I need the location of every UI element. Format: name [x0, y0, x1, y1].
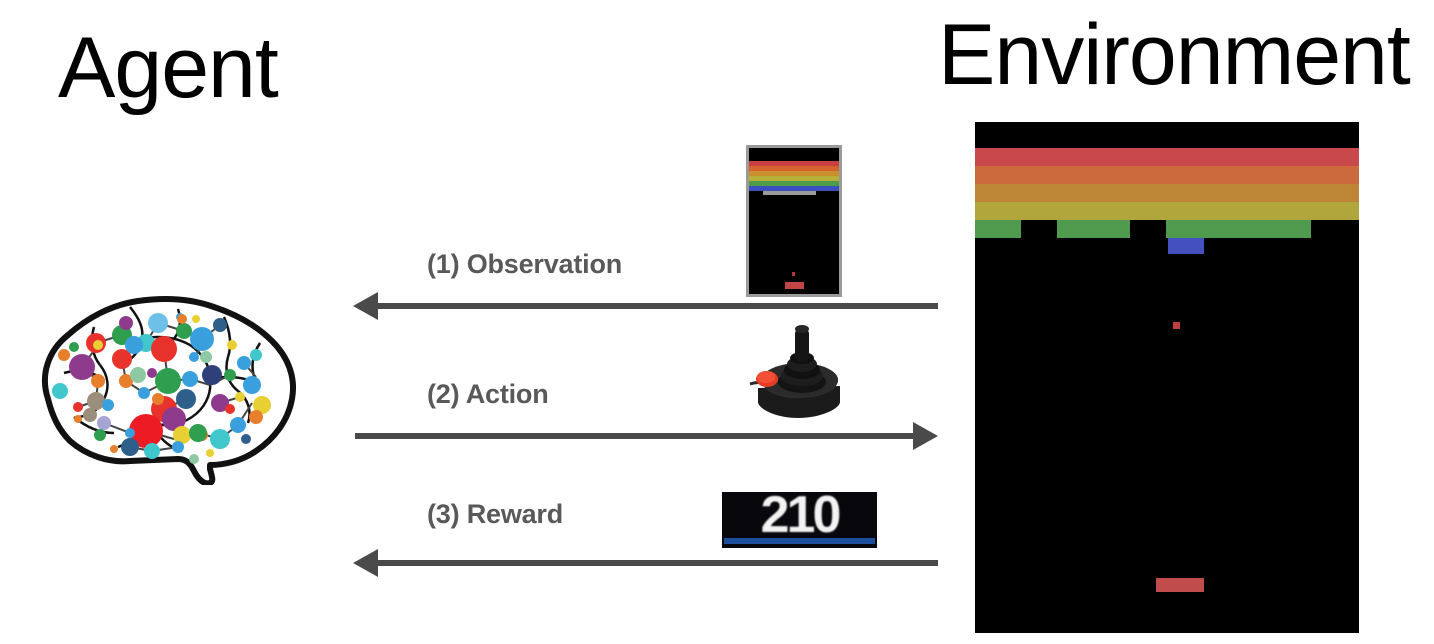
agent-brain-illustration — [34, 283, 316, 487]
brain-icon — [41, 296, 296, 487]
brick-row-yellow — [975, 202, 1359, 220]
joystick-icon — [749, 325, 840, 418]
thumb-brick-row-yellow — [749, 176, 839, 181]
flow-label-observation: (1) Observation — [427, 249, 623, 279]
brick-row-green — [975, 220, 1359, 238]
arrow-head-reward-left — [353, 549, 378, 577]
brick-gap-1 — [1021, 220, 1057, 238]
thumb-paddle-bar — [763, 191, 816, 195]
thumb-brick-row-orange — [749, 166, 839, 171]
arrow-line-observation — [378, 303, 938, 309]
thumb-brick-row-blue — [749, 186, 839, 191]
arrow-line-reward — [378, 560, 938, 566]
score-value: 210 — [760, 492, 842, 544]
brick-gap-2 — [1130, 220, 1166, 238]
environment-title: Environment — [938, 7, 1411, 103]
thumb-brick-row-red — [749, 161, 839, 166]
score-display: 210 — [722, 492, 877, 548]
game-ball — [1173, 322, 1180, 329]
atari-observation-frame — [746, 145, 842, 297]
arrow-line-action — [355, 433, 915, 439]
brick-row-red — [975, 148, 1359, 166]
brick-gap-3 — [1311, 220, 1359, 238]
thumb-paddle — [785, 282, 804, 289]
agent-title: Agent — [58, 20, 279, 116]
thumb-ball — [792, 272, 795, 276]
flow-label-action: (2) Action — [427, 379, 549, 409]
arrow-head-observation-left — [353, 292, 378, 320]
flow-label-reward: (3) Reward — [427, 499, 564, 529]
brick-row-amber — [975, 184, 1359, 202]
arrow-head-action-right — [913, 422, 938, 450]
atari-joystick — [740, 322, 860, 424]
game-paddle — [1156, 578, 1204, 592]
atari-game-screen — [975, 122, 1359, 633]
score-underline — [724, 538, 875, 544]
blue-block — [1168, 238, 1204, 254]
thumb-brick-row-amber — [749, 171, 839, 176]
thumb-brick-row-green — [749, 181, 839, 186]
brick-row-orange — [975, 166, 1359, 184]
